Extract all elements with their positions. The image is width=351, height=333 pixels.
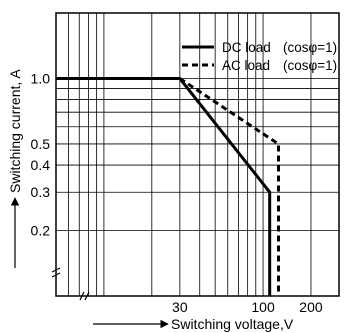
x-axis-break [79,291,90,301]
plot-frame [55,12,340,297]
legend-ac-condition: (cosφ=1) [283,58,337,73]
y-tick-label: 1.0 [31,70,51,86]
x-axis-title-group: Switching voltage,V [93,316,294,332]
legend-dc-label: DC load [222,40,271,55]
y-axis-title: Switching current, A [7,69,23,193]
legend-ac-label: AC load [222,58,270,73]
y-tick-label: 0.5 [31,136,51,152]
y-tick-label: 0.3 [31,184,51,200]
x-tick-label: 100 [251,299,275,315]
x-tick-label: 200 [299,299,323,315]
y-axis-title-group: Switching current, A [7,69,23,268]
series-line-ac-load [178,77,280,296]
x-axis-title: Switching voltage,V [171,316,294,332]
legend-dc-condition: (cosφ=1) [283,40,337,55]
legend: DC load (cosφ=1) AC load (cosφ=1) [182,40,337,73]
series-lines [56,77,280,296]
y-tick-label: 0.4 [31,157,51,173]
x-tick-label: 30 [172,299,188,315]
y-axis-break [51,267,61,278]
grid [56,13,339,296]
tick-labels: 30 100 200 1.0 0.5 0.4 0.3 0.2 [31,70,323,315]
y-tick-label: 0.2 [31,223,51,239]
series-line-dc-load [56,77,272,296]
